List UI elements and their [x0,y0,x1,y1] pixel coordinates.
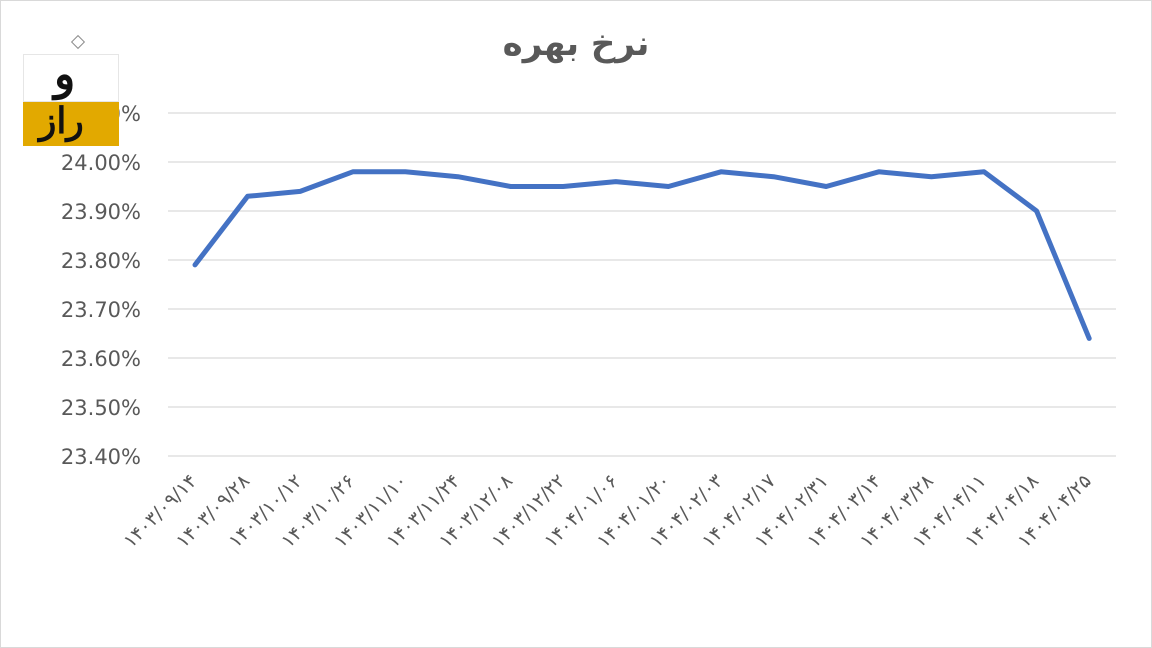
y-tick-label: 23.50% [61,396,141,420]
series-lines [192,169,1092,341]
logo-bottom-text: راز [39,100,84,142]
chart-title: نرخ بهره [502,24,650,64]
y-tick-label: 24.00% [61,151,141,175]
y-tick-labels: 23.40% 23.50% 23.60% 23.70% 23.80% 23.90% 24.0… [61,102,141,469]
y-tick-label: 23.90% [61,200,141,224]
y-tick-label: 23.70% [61,298,141,322]
gridlines [168,112,1116,457]
logo-top: و [23,49,119,102]
series-line [192,169,1092,341]
y-tick-label: 23.40% [61,445,141,469]
logo-bottom: راز [23,100,119,146]
logo: و راز [23,49,119,146]
x-tick-labels: ۱۴۰۳/۰۹/۱۴۱۴۰۳/۰۹/۲۸۱۴۰۳/۱۰/۱۲۱۴۰۳/۱۰/۲۶… [119,470,1096,552]
y-tick-label: 23.80% [61,249,141,273]
y-tick-label: 23.60% [61,347,141,371]
logo-top-text: و [54,49,76,100]
